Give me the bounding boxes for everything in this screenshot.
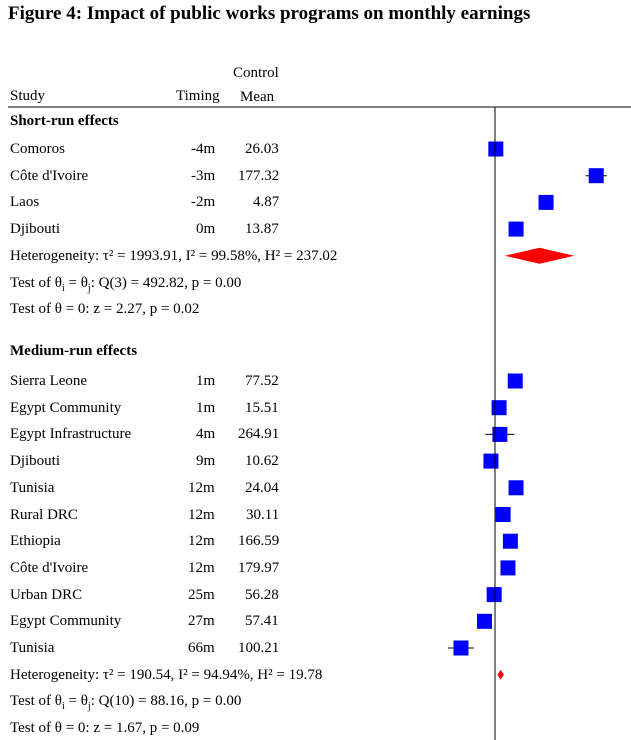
effect-marker [453, 640, 469, 656]
pooled-diamond [497, 669, 504, 680]
effect-marker [538, 194, 554, 210]
study-control-mean: 77.52 [245, 373, 279, 389]
study-name: Côte d'Ivoire [10, 167, 89, 184]
study-timing: 25m [188, 586, 215, 603]
figure-title: Figure 4: Impact of public works program… [8, 3, 531, 24]
heterogeneity-stat: Heterogeneity: τ² = 190.54, I² = 94.94%,… [10, 666, 323, 683]
study-name: Egypt Community [10, 613, 122, 630]
study-control-mean: 179.97 [238, 559, 280, 576]
pooled-diamond [504, 247, 575, 264]
study-control-mean: 15.51 [245, 399, 279, 416]
homogeneity-test: Test of θi = θj: Q(3) = 492.82, p = 0.00 [10, 274, 242, 294]
study-timing: 66m [188, 640, 215, 656]
study-control-mean: 4.87 [253, 194, 280, 211]
study-name: Egypt Infrastructure [10, 426, 132, 443]
study-name: Urban DRC [10, 586, 83, 603]
study-control-mean: 177.32 [238, 167, 280, 184]
effect-marker [491, 400, 507, 416]
effect-marker [495, 507, 511, 522]
effect-marker [483, 453, 499, 469]
effect-marker [508, 480, 524, 496]
study-timing: 12m [188, 506, 215, 523]
study-timing: 0m [196, 221, 216, 238]
col-header-study: Study [10, 88, 46, 104]
study-control-mean: 24.04 [245, 479, 279, 496]
study-timing: -2m [191, 194, 216, 211]
study-control-mean: 57.41 [245, 613, 279, 630]
study-name: Comoros [10, 141, 66, 157]
effect-marker [508, 221, 524, 237]
study-name: Côte d'Ivoire [10, 559, 89, 576]
effect-marker [507, 373, 523, 389]
study-timing: 9m [196, 453, 216, 470]
study-timing: -4m [191, 141, 216, 157]
study-name: Rural DRC [10, 506, 78, 523]
effect-marker [476, 613, 492, 629]
study-timing: 4m [196, 426, 216, 443]
study-name: Ethiopia [10, 533, 61, 550]
study-name: Laos [10, 194, 40, 211]
study-timing: 12m [188, 533, 215, 550]
zero-effect-test: Test of θ = 0: z = 2.27, p = 0.02 [10, 301, 200, 318]
section-heading: Short-run effects [10, 113, 119, 129]
study-name: Djibouti [10, 453, 61, 470]
effect-marker [588, 168, 604, 184]
effect-marker [486, 587, 502, 603]
study-control-mean: 26.03 [245, 141, 279, 157]
col-header-control: Control [233, 65, 279, 81]
study-name: Sierra Leone [10, 373, 88, 389]
study-timing: -3m [191, 167, 216, 184]
study-control-mean: 13.87 [245, 221, 279, 238]
study-control-mean: 166.59 [238, 533, 280, 550]
homogeneity-test: Test of θi = θj: Q(10) = 88.16, p = 0.00 [10, 693, 242, 713]
effect-marker [488, 141, 504, 157]
study-control-mean: 30.11 [246, 506, 280, 523]
study-timing: 1m [196, 399, 216, 416]
study-name: Djibouti [10, 221, 61, 238]
section-heading: Medium-run effects [10, 343, 138, 359]
study-control-mean: 100.21 [238, 640, 280, 656]
heterogeneity-stat: Heterogeneity: τ² = 1993.91, I² = 99.58%… [10, 247, 338, 264]
study-timing: 12m [188, 559, 215, 576]
effect-marker [500, 560, 516, 576]
effect-marker [492, 426, 508, 442]
study-timing: 1m [196, 373, 216, 389]
study-name: Egypt Community [10, 399, 122, 416]
study-name: Tunisia [10, 640, 55, 656]
col-header-timing: Timing [176, 88, 220, 104]
study-timing: 12m [188, 479, 215, 496]
study-name: Tunisia [10, 479, 55, 496]
zero-effect-test: Test of θ = 0: z = 1.67, p = 0.09 [10, 720, 200, 737]
effect-marker [502, 533, 518, 549]
study-control-mean: 10.62 [245, 453, 279, 470]
study-control-mean: 264.91 [238, 426, 280, 443]
study-timing: 27m [188, 613, 215, 630]
study-control-mean: 56.28 [245, 586, 279, 603]
col-header-mean: Mean [240, 89, 275, 105]
